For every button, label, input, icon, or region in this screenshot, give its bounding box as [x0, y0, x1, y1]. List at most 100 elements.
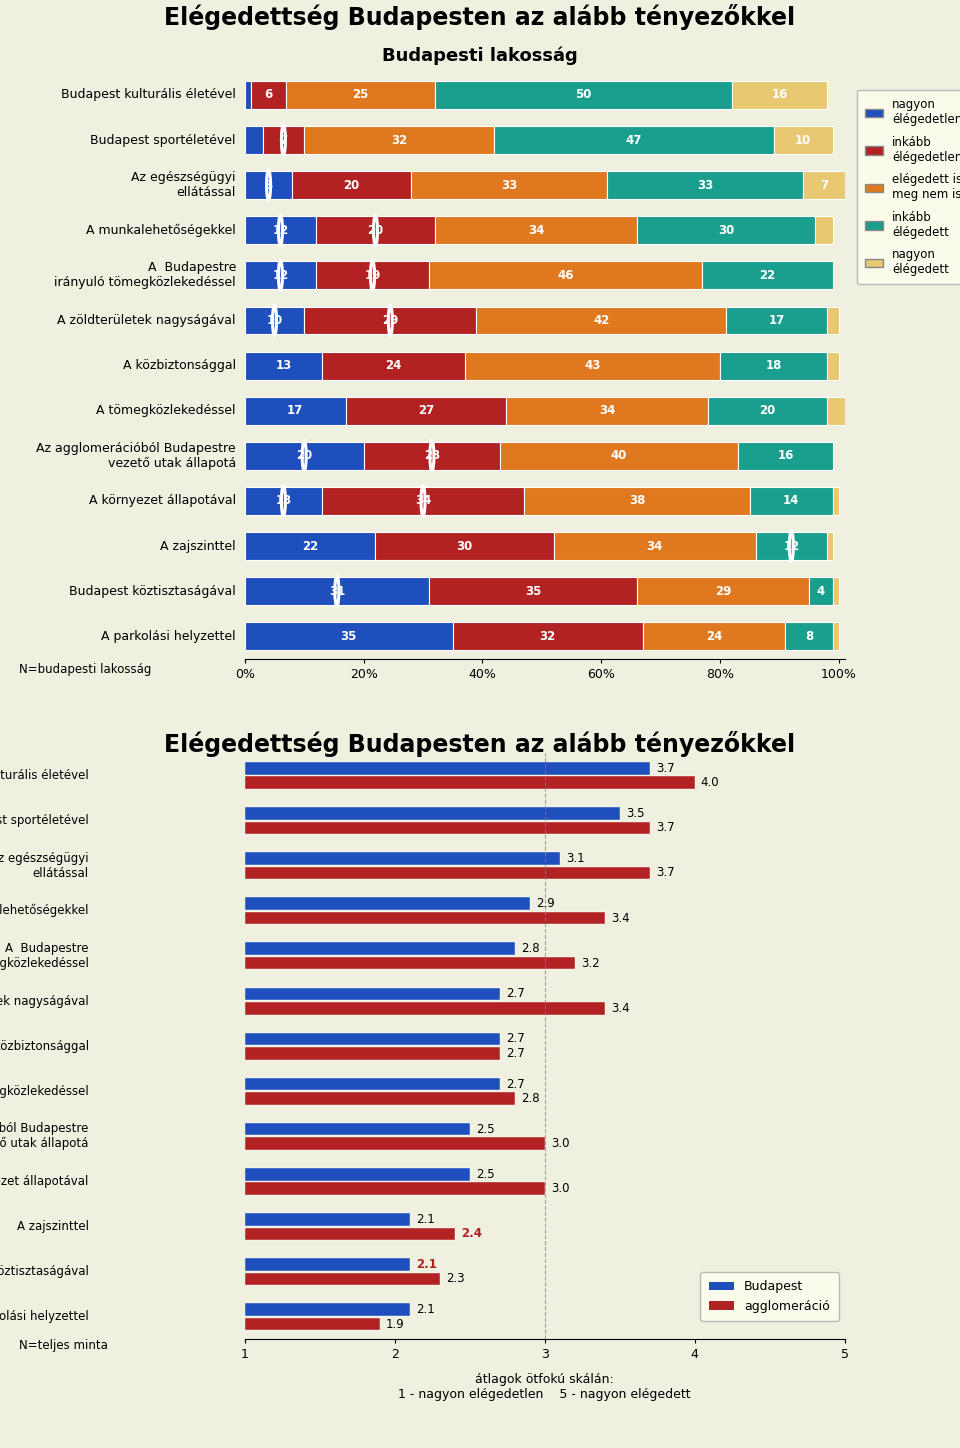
Text: A közbiztonsággal: A közbiztonsággal — [0, 1040, 89, 1053]
Bar — [245, 442, 364, 469]
Text: 12: 12 — [273, 269, 289, 282]
Bar — [245, 1137, 544, 1150]
Bar — [322, 352, 465, 379]
Text: 34: 34 — [599, 404, 615, 417]
Text: Budapest köztisztaságával: Budapest köztisztaságával — [69, 585, 236, 598]
Bar — [245, 898, 530, 909]
Text: 30: 30 — [718, 224, 734, 237]
Bar — [304, 307, 476, 334]
Bar — [732, 81, 827, 109]
Text: 24: 24 — [706, 630, 722, 643]
X-axis label: átlagok ötfokú skálán:
1 - nagyon elégedetlen    5 - nagyon elégedett: átlagok ötfokú skálán: 1 - nagyon eléged… — [398, 1373, 691, 1400]
Text: 3.2: 3.2 — [581, 957, 599, 970]
Bar — [251, 81, 286, 109]
Bar — [245, 1122, 469, 1135]
Bar — [245, 1047, 500, 1060]
Text: A munkalehetőségekkel: A munkalehetőségekkel — [0, 904, 89, 918]
Text: A zajszinttel: A zajszinttel — [160, 540, 236, 553]
Text: 3.1: 3.1 — [565, 851, 585, 864]
Bar — [322, 487, 524, 515]
Bar — [708, 397, 827, 424]
Bar — [245, 578, 429, 605]
Text: A zajszinttel: A zajszinttel — [17, 1221, 89, 1234]
Bar — [245, 81, 251, 109]
Bar — [245, 1273, 440, 1286]
Text: 46: 46 — [558, 269, 574, 282]
Bar — [245, 867, 650, 879]
Bar — [833, 578, 839, 605]
Text: 2.9: 2.9 — [536, 898, 555, 911]
Bar — [245, 487, 322, 515]
Text: 20: 20 — [344, 178, 360, 191]
Bar — [245, 262, 316, 290]
Bar — [245, 853, 560, 864]
Bar — [815, 216, 833, 245]
Text: 2.5: 2.5 — [476, 1167, 494, 1180]
Bar — [245, 776, 695, 789]
Text: A tömegközlekedéssel: A tömegközlekedéssel — [96, 404, 236, 417]
Bar — [245, 807, 620, 820]
Text: 3.0: 3.0 — [551, 1137, 569, 1150]
Text: 14: 14 — [783, 494, 800, 507]
Bar — [245, 623, 453, 650]
Bar — [304, 126, 494, 153]
Legend: nagyon
élégedetlen, inkább
élégedetlen, elégedett is,
meg nem is, inkább
élégede: nagyon élégedetlen, inkább élégedetlen, … — [856, 90, 960, 284]
Bar — [500, 442, 738, 469]
Text: 17: 17 — [287, 404, 303, 417]
Bar — [293, 171, 411, 200]
Bar — [643, 623, 785, 650]
Text: 3.7: 3.7 — [656, 821, 675, 834]
Bar — [833, 623, 839, 650]
Bar — [364, 442, 500, 469]
Text: 34: 34 — [646, 540, 663, 553]
Text: 50: 50 — [575, 88, 591, 101]
Bar — [245, 943, 515, 956]
Bar — [465, 352, 720, 379]
Text: 27: 27 — [418, 404, 434, 417]
Bar — [453, 623, 643, 650]
Text: 29: 29 — [715, 585, 732, 598]
Text: A parkolási helyzettel: A parkolási helyzettel — [0, 1310, 89, 1323]
Text: 3.7: 3.7 — [656, 762, 675, 775]
Text: 10: 10 — [266, 314, 282, 327]
Text: 35: 35 — [341, 630, 357, 643]
Bar — [245, 307, 304, 334]
Text: A munkalehetőségekkel: A munkalehetőségekkel — [86, 223, 236, 237]
Text: 3.4: 3.4 — [611, 1002, 630, 1015]
Bar — [750, 487, 833, 515]
Legend: Budapest, agglomeráció: Budapest, agglomeráció — [700, 1271, 838, 1322]
Bar — [804, 171, 845, 200]
Bar — [756, 531, 827, 560]
Bar — [833, 487, 839, 515]
Bar — [506, 397, 708, 424]
Bar — [245, 171, 293, 200]
Bar — [245, 988, 500, 1001]
Text: Budapest köztisztaságával: Budapest köztisztaságával — [0, 1266, 89, 1279]
Text: 43: 43 — [584, 359, 601, 372]
Text: A környezet állapotával: A környezet állapotával — [0, 1174, 89, 1187]
Text: 13: 13 — [276, 494, 292, 507]
Text: 2.7: 2.7 — [506, 1032, 524, 1045]
Text: 16: 16 — [778, 449, 794, 462]
Text: 12: 12 — [783, 540, 800, 553]
Bar — [738, 442, 833, 469]
Text: 7: 7 — [820, 178, 828, 191]
Text: 38: 38 — [629, 494, 645, 507]
Bar — [809, 578, 833, 605]
Text: 8: 8 — [805, 630, 813, 643]
Text: 22: 22 — [759, 269, 776, 282]
Text: 34: 34 — [415, 494, 431, 507]
Bar — [245, 1077, 500, 1090]
Text: 12: 12 — [273, 224, 289, 237]
Text: 24: 24 — [385, 359, 401, 372]
Bar — [263, 126, 304, 153]
Text: A tömegközlekedéssel: A tömegközlekedéssel — [0, 1085, 89, 1098]
Bar — [375, 531, 554, 560]
Text: 7: 7 — [279, 133, 287, 146]
Bar — [494, 126, 774, 153]
Bar — [316, 216, 435, 245]
Bar — [476, 307, 726, 334]
Bar — [827, 531, 833, 560]
Text: 19: 19 — [365, 269, 381, 282]
Text: 33: 33 — [501, 178, 517, 191]
